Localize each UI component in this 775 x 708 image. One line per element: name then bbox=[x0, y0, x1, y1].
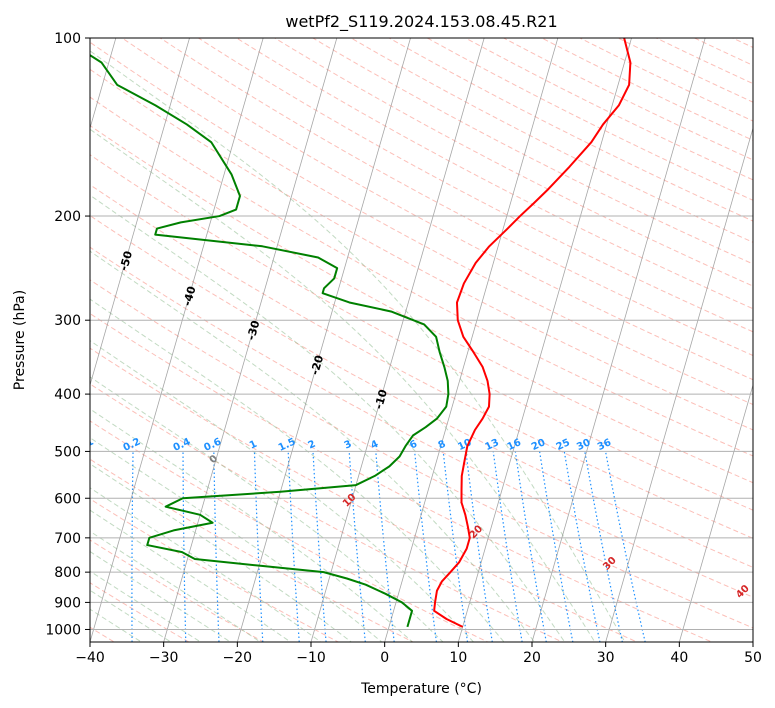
isotherm-line bbox=[457, 38, 632, 642]
mixing-ratio-label: 25 bbox=[555, 437, 572, 453]
x-tick-label: 30 bbox=[597, 650, 615, 666]
dry-adiabat-line bbox=[90, 124, 753, 484]
isotherm-label: -40 bbox=[181, 284, 199, 307]
dry-adiabat-line bbox=[90, 154, 753, 511]
mixing-ratio-label: 8 bbox=[437, 439, 448, 452]
dry-adiabat-line bbox=[90, 214, 753, 568]
isotherm-line bbox=[163, 38, 338, 642]
dewpoint-profile-line bbox=[90, 53, 450, 628]
dry-adiabat-line bbox=[90, 279, 753, 629]
moist-adiabat-line bbox=[90, 463, 353, 642]
mixing-ratio-label: 3 bbox=[343, 439, 354, 452]
isotherm-label: -10 bbox=[372, 388, 390, 411]
dry-adiabat-line bbox=[311, 38, 753, 265]
x-axis-label: Temperature (°C) bbox=[360, 681, 482, 697]
background-lines bbox=[90, 38, 753, 642]
moist-adiabat-line bbox=[90, 128, 596, 642]
mixing-ratio-label: 16 bbox=[506, 437, 523, 453]
y-axis-label: Pressure (hPa) bbox=[12, 290, 28, 390]
dry-adiabat-line bbox=[273, 38, 753, 287]
x-tick-label: 10 bbox=[449, 650, 467, 666]
y-tick-label: 700 bbox=[54, 531, 81, 547]
mixing-ratio-label: 36 bbox=[596, 437, 613, 453]
dry-adiabat-line bbox=[121, 38, 753, 381]
y-tick-label: 400 bbox=[54, 387, 81, 403]
x-tick-label: −30 bbox=[149, 650, 179, 666]
mixing-ratio-label: 30 bbox=[575, 437, 592, 453]
dry-adiabat-line bbox=[90, 539, 265, 642]
y-tick-label: 100 bbox=[54, 31, 81, 47]
chart-title: wetPf2_S119.2024.153.08.45.R21 bbox=[285, 12, 557, 32]
x-tick-label: −20 bbox=[223, 650, 253, 666]
isotherm-line bbox=[90, 38, 264, 642]
y-tick-label: 300 bbox=[54, 313, 81, 329]
y-tick-label: 500 bbox=[54, 444, 81, 460]
y-tick-label: 1000 bbox=[45, 622, 81, 638]
mixing-ratio-label: 13 bbox=[484, 437, 501, 453]
y-tick-label: 600 bbox=[54, 491, 81, 507]
isotherm-line bbox=[531, 38, 706, 642]
mixing-ratio-label: 4 bbox=[369, 439, 380, 452]
x-tick-label: 0 bbox=[380, 650, 389, 666]
isotherm-line bbox=[310, 38, 485, 642]
moist-adiabat-line bbox=[90, 298, 505, 642]
isotherm-label: -20 bbox=[308, 353, 326, 376]
plot-frame bbox=[89, 37, 754, 643]
temperature-profile-line bbox=[433, 38, 632, 628]
isotherm-label: -30 bbox=[244, 319, 262, 342]
mixing-ratio-label: 6 bbox=[408, 439, 419, 452]
x-tick-label: 20 bbox=[523, 650, 541, 666]
axes: −40 −30 −20 −10 0 10 20 30 40 5010020030040050060… bbox=[45, 31, 762, 666]
dry-adiabat-line bbox=[90, 96, 753, 457]
moist-adiabat-line bbox=[90, 194, 566, 642]
mixing-ratio-label: 2 bbox=[306, 439, 317, 452]
x-tick-label: −40 bbox=[75, 650, 105, 666]
data-layer bbox=[90, 38, 632, 628]
isotherm-line bbox=[384, 38, 559, 642]
mixing-ratio-label: 1 bbox=[248, 439, 259, 452]
x-tick-label: 50 bbox=[744, 650, 762, 666]
y-tick-label: 200 bbox=[54, 209, 81, 225]
isotherm-line bbox=[90, 38, 190, 387]
mixing-ratio-label: 20 bbox=[530, 437, 547, 453]
mixing-ratio-label: 0.1 bbox=[75, 436, 96, 453]
dry-adiabat-line bbox=[159, 38, 753, 357]
isotherm-line bbox=[678, 383, 753, 642]
plot-area-background bbox=[90, 38, 753, 642]
dry-adiabat-line bbox=[197, 38, 753, 333]
isotherm-label: -50 bbox=[117, 249, 135, 272]
moist-adiabat-line bbox=[90, 50, 626, 642]
dry-adiabat-line bbox=[90, 246, 753, 598]
y-tick-label: 800 bbox=[54, 565, 81, 581]
isotherm-line bbox=[236, 38, 411, 642]
x-tick-label: 40 bbox=[670, 650, 688, 666]
x-tick-label: −10 bbox=[296, 650, 326, 666]
dry-adiabat-line bbox=[235, 38, 753, 310]
dry-adiabat-line bbox=[90, 68, 753, 431]
y-tick-label: 900 bbox=[54, 595, 81, 611]
